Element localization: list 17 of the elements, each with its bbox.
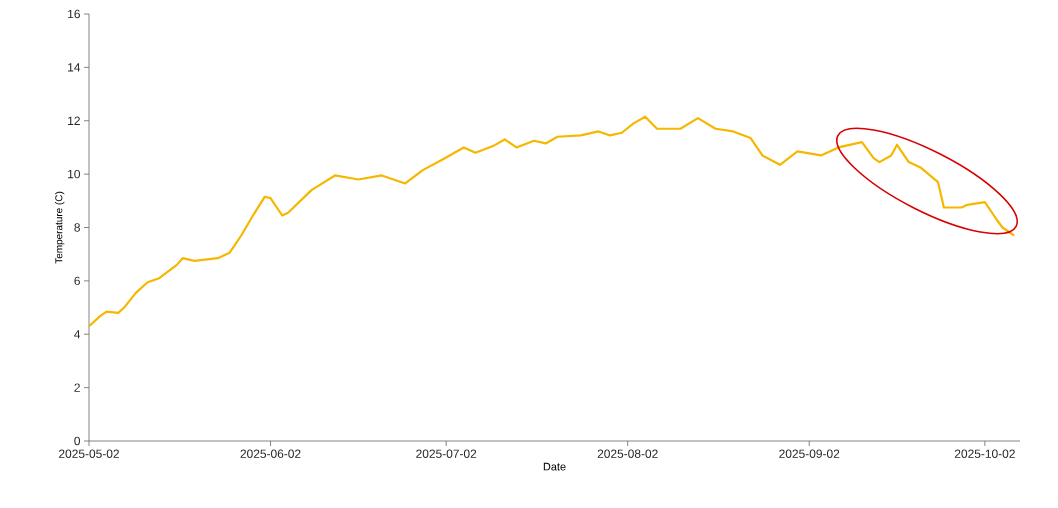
x-tick-label: 2025-09-02 bbox=[779, 449, 840, 458]
x-tick-label: 2025-08-02 bbox=[597, 449, 658, 458]
y-tick-label: 2 bbox=[74, 383, 80, 392]
y-tick-label: 16 bbox=[68, 9, 80, 19]
y-tick-label: 6 bbox=[74, 276, 80, 286]
y-tick-label: 14 bbox=[68, 63, 81, 72]
y-axis-title: Temperature (C) bbox=[55, 191, 65, 264]
x-tick-label: 2025-07-02 bbox=[416, 449, 477, 458]
x-tick-label: 2025-05-02 bbox=[59, 449, 119, 458]
x-axis-title: Date bbox=[543, 462, 566, 471]
y-tick-label: 4 bbox=[74, 330, 81, 339]
x-tick-label: 2025-10-02 bbox=[954, 449, 1015, 458]
y-tick-label: 8 bbox=[74, 223, 80, 232]
y-tick-label: 10 bbox=[68, 169, 81, 179]
y-tick-label: 0 bbox=[74, 436, 81, 446]
x-tick-label: 2025-06-02 bbox=[240, 449, 301, 458]
y-tick-label: 12 bbox=[68, 116, 80, 125]
